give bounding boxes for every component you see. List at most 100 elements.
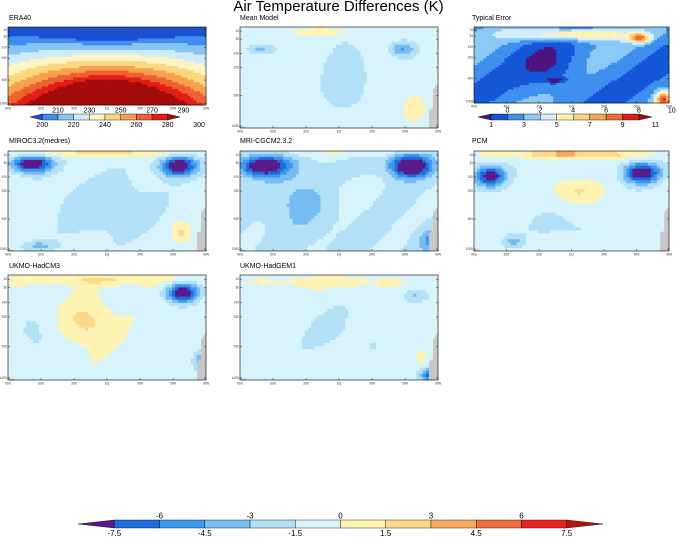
- field-cell: [82, 59, 85, 62]
- field-cell: [150, 36, 153, 39]
- field-cell: [126, 91, 129, 94]
- field-cell: [116, 77, 119, 80]
- field-cell: [51, 52, 54, 55]
- field-cell: [122, 98, 125, 101]
- field-cell: [116, 36, 119, 39]
- field-cell: [197, 94, 200, 97]
- field-cell: [290, 51, 293, 54]
- field-cell: [113, 32, 116, 35]
- field-cell: [98, 34, 101, 37]
- field-cell: [153, 52, 156, 55]
- field-cell: [200, 91, 203, 94]
- field-cell: [138, 59, 141, 62]
- field-cell: [178, 61, 181, 64]
- field-cell: [197, 38, 200, 41]
- field-cell: [413, 42, 416, 45]
- field-cell: [48, 59, 51, 62]
- field-cell: [8, 87, 11, 90]
- field-cell: [79, 98, 82, 101]
- field-cell: [14, 89, 17, 92]
- field-cell: [58, 94, 61, 97]
- field-cell: [113, 89, 116, 92]
- field-cell: [150, 52, 153, 55]
- field-cell: [163, 64, 166, 67]
- field-cell: [92, 96, 95, 99]
- field-cell: [299, 30, 302, 33]
- field-cell: [160, 100, 163, 103]
- field-cell: [42, 45, 45, 48]
- field-cell: [23, 36, 26, 39]
- field-cell: [73, 71, 76, 74]
- field-cell: [194, 80, 197, 83]
- field-cell: [252, 39, 255, 42]
- field-cell: [382, 42, 385, 45]
- field-cell: [175, 55, 178, 58]
- field-cell: [45, 48, 48, 51]
- field-cell: [20, 27, 23, 30]
- field-cell: [110, 100, 113, 103]
- field-cell: [351, 54, 354, 57]
- field-cell: [407, 30, 410, 33]
- field-cell: [163, 43, 166, 46]
- field-cell: [113, 34, 116, 37]
- field-cell: [116, 34, 119, 37]
- field-cell: [104, 98, 107, 101]
- field-cell: [82, 36, 85, 39]
- field-cell: [36, 45, 39, 48]
- field-cell: [200, 36, 203, 39]
- field-cell: [92, 59, 95, 62]
- field-cell: [110, 29, 113, 32]
- field-cell: [33, 50, 36, 53]
- field-cell: [104, 34, 107, 37]
- field-cell: [153, 71, 156, 74]
- field-cell: [243, 33, 246, 36]
- field-cell: [150, 43, 153, 46]
- field-cell: [271, 33, 274, 36]
- field-cell: [14, 77, 17, 80]
- field-cell: [286, 48, 289, 51]
- field-cell: [166, 64, 169, 67]
- field-cell: [187, 43, 190, 46]
- field-cell: [178, 75, 181, 78]
- field-cell: [27, 36, 30, 39]
- field-cell: [64, 36, 67, 39]
- field-cell: [98, 94, 101, 97]
- field-cell: [172, 43, 175, 46]
- field-cell: [370, 36, 373, 39]
- field-cell: [280, 42, 283, 45]
- field-cell: [172, 36, 175, 39]
- field-cell: [30, 71, 33, 74]
- field-cell: [178, 50, 181, 53]
- field-cell: [187, 32, 190, 35]
- field-cell: [178, 73, 181, 76]
- field-cell: [157, 91, 160, 94]
- field-cell: [382, 36, 385, 39]
- field-cell: [39, 80, 42, 83]
- field-cell: [92, 98, 95, 101]
- field-cell: [70, 71, 73, 74]
- field-cell: [138, 75, 141, 78]
- field-cell: [160, 41, 163, 44]
- field-cell: [17, 52, 20, 55]
- field-cell: [92, 89, 95, 92]
- field-cell: [45, 73, 48, 76]
- field-cell: [67, 38, 70, 41]
- field-cell: [107, 64, 110, 67]
- field-cell: [110, 55, 113, 58]
- field-cell: [184, 64, 187, 67]
- field-cell: [252, 36, 255, 39]
- field-cell: [259, 30, 262, 33]
- field-cell: [107, 77, 110, 80]
- field-cell: [58, 91, 61, 94]
- field-cell: [54, 66, 57, 69]
- field-cell: [249, 48, 252, 51]
- field-cell: [33, 29, 36, 32]
- field-cell: [122, 45, 125, 48]
- field-cell: [82, 98, 85, 101]
- field-cell: [101, 82, 104, 85]
- field-cell: [119, 59, 122, 62]
- field-cell: [385, 33, 388, 36]
- field-cell: [70, 66, 73, 69]
- field-cell: [175, 80, 178, 83]
- field-cell: [17, 71, 20, 74]
